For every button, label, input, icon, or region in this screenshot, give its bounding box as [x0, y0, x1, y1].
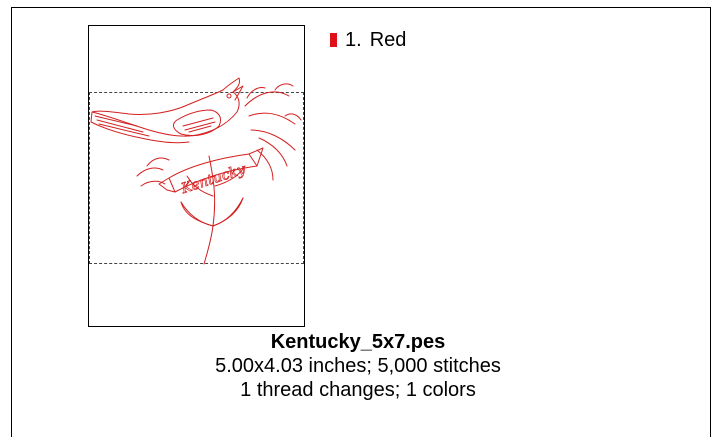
design-info: Kentucky_5x7.pes 5.00x4.03 inches; 5,000… — [88, 330, 628, 402]
thread-color-list: 1. Red — [330, 29, 406, 51]
hoop-preview: Kentucky — [88, 25, 305, 327]
thread-color-row: 1. Red — [330, 29, 406, 51]
bird-beak — [232, 85, 244, 101]
design-filename: Kentucky_5x7.pes — [270, 331, 446, 353]
thread-color-index: 1. — [345, 29, 362, 51]
design-bounds — [89, 92, 304, 264]
bird-wing — [173, 109, 222, 137]
banner-text: Kentucky — [178, 161, 248, 197]
design-dimensions: 5.00x4.03 inches; 5,000 stitches — [215, 355, 501, 377]
thread-color-name: Red — [369, 29, 407, 51]
bird-tail — [90, 111, 190, 144]
design-thread-changes: 1 thread changes; 1 colors — [240, 379, 476, 401]
bird-outline — [91, 77, 240, 137]
thread-color-swatch — [330, 33, 337, 47]
plume — [244, 91, 296, 151]
page-frame — [11, 7, 711, 437]
embroidery-design-image: Kentucky — [90, 77, 302, 265]
